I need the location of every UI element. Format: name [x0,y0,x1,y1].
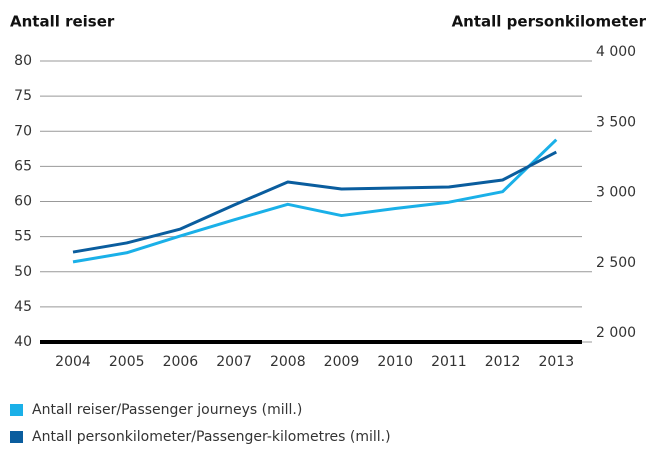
y-tick-label: 50 [14,264,32,280]
y2-tick-label: 2 500 [596,255,636,271]
y-tick-label: 80 [14,53,32,69]
x-tick-label: 2009 [324,354,360,370]
x-tick-label: 2010 [377,354,413,370]
x-tick-label: 2011 [431,354,467,370]
x-tick-label: 2012 [485,354,521,370]
x-tick-label: 2008 [270,354,306,370]
series-line [72,138,558,264]
y-tick-label: 70 [14,123,32,139]
y2-tick-label: 4 000 [596,44,636,60]
legend-label: Antall reiser/Passenger journeys (mill.) [32,402,302,418]
x-tick-label: 2006 [163,354,199,370]
y-tick-label: 75 [14,88,32,104]
y2-tick-label: 2 000 [596,325,636,341]
y-tick-label: 55 [14,229,32,245]
y-axis-title: Antall reiser [10,13,115,31]
y-tick-label: 60 [14,194,32,210]
legend-swatch [10,431,23,443]
y-tick-label: 45 [14,299,32,315]
x-tick-label: 2005 [109,354,145,370]
y2-tick-label: 3 000 [596,185,636,201]
series-line [72,150,557,254]
legend-label: Antall personkilometer/Passenger-kilomet… [32,429,391,445]
x-tick-label: 2013 [538,354,574,370]
x-tick-label: 2004 [55,354,91,370]
legend-swatch [10,404,23,416]
y-tick-label: 40 [14,334,32,350]
x-tick-label: 2007 [216,354,252,370]
y-tick-label: 65 [14,158,32,174]
y2-tick-label: 3 500 [596,114,636,130]
y2-axis-title: Antall personkilometer [452,13,647,31]
